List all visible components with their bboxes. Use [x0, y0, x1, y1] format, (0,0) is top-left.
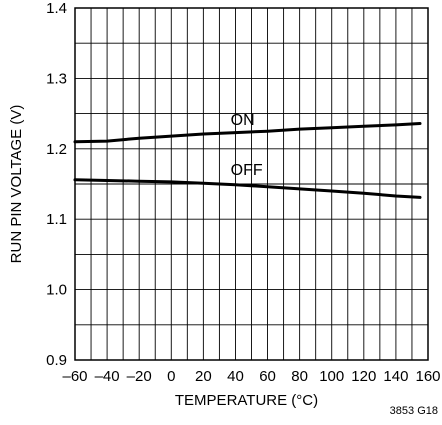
x-tick-label: 60 [259, 368, 276, 385]
y-tick-label: 1.2 [46, 141, 67, 158]
y-tick-labels: 0.9 1.0 1.1 1.2 1.3 1.4 [46, 0, 67, 369]
series-group [73, 122, 422, 199]
grid-lines [75, 8, 428, 360]
y-tick-label: 1.0 [46, 282, 67, 299]
x-tick-label: 40 [227, 368, 244, 385]
x-tick-label: 0 [167, 368, 175, 385]
x-tick-label: –40 [95, 368, 120, 385]
x-tick-label: 140 [383, 368, 408, 385]
series-annotations: ON OFF [231, 112, 263, 179]
x-tick-label: 100 [319, 368, 344, 385]
y-tick-label: 0.9 [46, 352, 67, 369]
x-tick-label: –60 [62, 368, 87, 385]
series-line-off [73, 178, 422, 199]
x-tick-labels: –60 –40 –20 0 20 40 60 80 100 120 140 160 [62, 368, 440, 385]
figure-code: 3853 G18 [390, 405, 438, 417]
y-tick-label: 1.4 [46, 0, 67, 17]
series-line-on [73, 122, 422, 144]
plot-area-frame [74, 7, 429, 361]
series-label-on: ON [231, 112, 255, 129]
x-tick-label: 20 [195, 368, 212, 385]
x-axis-title: TEMPERATURE (°C) [175, 392, 318, 409]
y-axis-title: RUN PIN VOLTAGE (V) [8, 105, 25, 264]
x-tick-label: 80 [291, 368, 308, 385]
y-tick-label: 1.1 [46, 211, 67, 228]
x-tick-label: 120 [351, 368, 376, 385]
x-tick-label: –20 [127, 368, 152, 385]
y-tick-label: 1.3 [46, 70, 67, 87]
x-tick-label: 160 [415, 368, 440, 385]
series-label-off: OFF [231, 162, 263, 179]
